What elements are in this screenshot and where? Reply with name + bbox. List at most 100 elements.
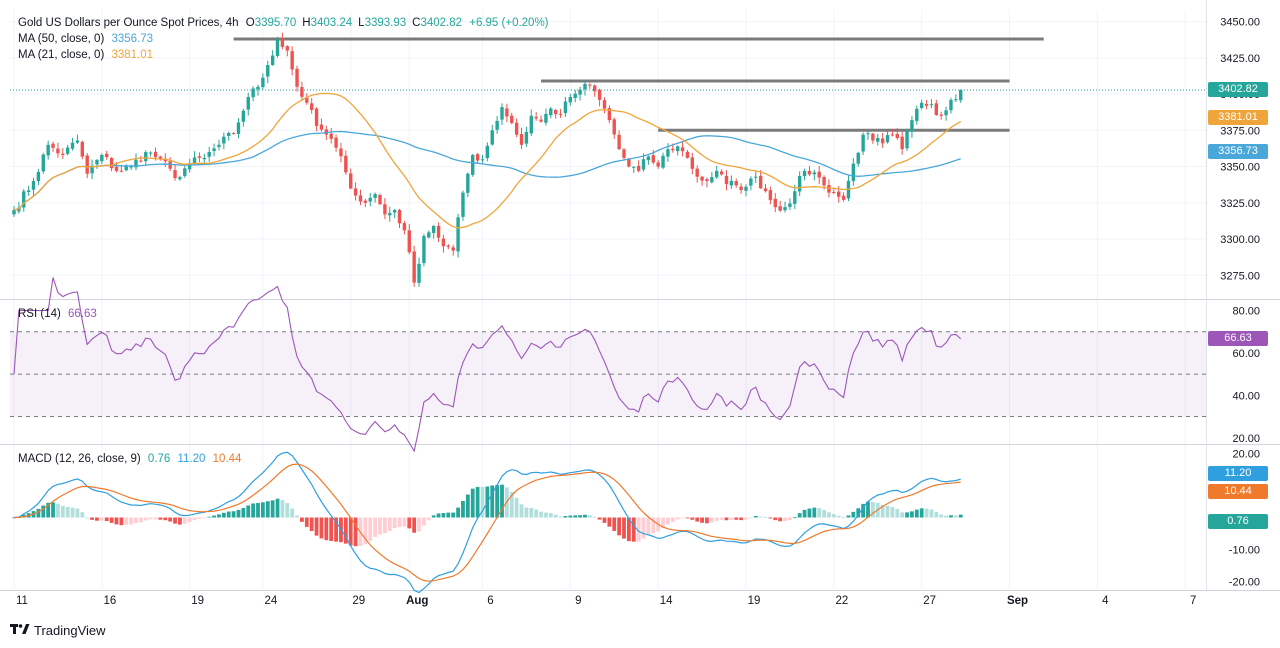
macd-histogram-bar (700, 517, 704, 523)
candle (534, 112, 538, 121)
macd-histogram-bar (80, 512, 85, 518)
macd-histogram-bar (680, 517, 685, 519)
candle-body (441, 238, 446, 247)
macd-histogram-bar (104, 517, 109, 522)
candle (319, 118, 324, 132)
candle-body (817, 171, 821, 178)
candle-body (56, 148, 60, 154)
candle (514, 118, 519, 138)
candle (680, 140, 685, 157)
macd-histogram-bar (949, 515, 953, 518)
candle-body (715, 170, 719, 178)
candle-body (485, 145, 490, 159)
candle-body (851, 163, 856, 182)
ohlc-value-o: 3395.70 (254, 17, 297, 29)
macd-histogram-bar (944, 515, 948, 518)
candle-body (783, 207, 787, 211)
candle (349, 168, 353, 190)
candle-body (553, 109, 558, 115)
candle-body (666, 149, 670, 157)
candle-body (929, 104, 934, 106)
macd-histogram-bar (329, 517, 334, 541)
macd-histogram-bar (226, 511, 231, 518)
candle-body (392, 210, 397, 213)
price-tick-label: 3325.00 (1220, 198, 1260, 210)
candle-body (837, 191, 841, 197)
macd-histogram-bar (895, 509, 900, 518)
candle-body (539, 119, 543, 122)
candle-body (944, 110, 948, 116)
macd-legend-label[interactable]: MACD (12, 26, close, 9) (18, 453, 141, 465)
macd-histogram-bar (924, 508, 929, 518)
candle (392, 208, 397, 219)
candle (959, 89, 963, 103)
candle (353, 182, 358, 201)
candle-body (256, 86, 260, 90)
macd-histogram-bar (153, 517, 158, 520)
tradingview-footer[interactable]: TradingView (10, 622, 106, 638)
macd-histogram-bar (500, 484, 504, 518)
candle-body (22, 191, 26, 208)
candle (329, 128, 333, 144)
candle (173, 165, 177, 181)
candle-body (856, 152, 860, 164)
macd-histogram-bar (431, 515, 436, 518)
candle (251, 86, 255, 102)
macd-histogram-bar (363, 517, 368, 545)
rsi-legend-label[interactable]: RSI (14) (18, 308, 61, 320)
candle (285, 45, 289, 57)
macd-histogram-bar (778, 517, 783, 522)
ma21-legend-label[interactable]: MA (21, close, 0) (18, 49, 105, 61)
candle-body (31, 181, 36, 190)
candle-body (70, 142, 75, 149)
symbol-title[interactable]: Gold US Dollars per Ounce Spot Prices, 4… (18, 17, 239, 29)
main-legend: Gold US Dollars per Ounce Spot Prices, 4… (18, 16, 549, 31)
candle (734, 178, 738, 188)
macd-histogram-bar (534, 509, 539, 518)
candle-body (158, 156, 163, 160)
candle-body (51, 143, 55, 148)
candle-body (41, 154, 45, 172)
candle-body (300, 87, 304, 97)
candle-body (675, 146, 680, 152)
macd-histogram-bar (929, 509, 934, 518)
candle (207, 146, 211, 162)
candle-body (163, 158, 167, 162)
candle (876, 133, 880, 146)
macd-histogram-bar (509, 491, 514, 518)
candle-body (802, 170, 807, 177)
candlestick-series (12, 32, 963, 287)
candle (22, 188, 26, 212)
candle (851, 158, 856, 186)
resistance-lines[interactable] (10, 37, 1206, 132)
candle (134, 153, 138, 171)
candle (797, 171, 802, 197)
price-tick-label: 3375.00 (1220, 125, 1260, 137)
candle (524, 126, 529, 147)
macd-histogram-bar (544, 512, 548, 518)
candle-body (17, 207, 21, 212)
candle (563, 97, 568, 117)
candle (817, 165, 821, 185)
ma50-line (13, 130, 961, 211)
candle-body (75, 140, 80, 143)
candle (919, 99, 924, 110)
ma50-badge: 3356.73 (1208, 144, 1268, 159)
macd-histogram-bar (753, 516, 758, 518)
macd-histogram-bar (65, 506, 70, 518)
candle-body (139, 160, 143, 162)
macd-histogram-bar (60, 505, 65, 518)
candle (675, 145, 680, 156)
candle-body (480, 159, 485, 161)
candle (724, 170, 729, 191)
candle-body (309, 103, 314, 110)
candle-body (227, 132, 231, 136)
candle-body (641, 159, 646, 170)
ma50-legend-label[interactable]: MA (50, close, 0) (18, 33, 105, 45)
ma21-legend-value: 3381.01 (111, 49, 154, 61)
macd-tick-label: 20.00 (1232, 448, 1260, 460)
candle-body (500, 107, 504, 120)
time-tick-label: Sep (1007, 595, 1028, 607)
candle-body (207, 152, 211, 157)
